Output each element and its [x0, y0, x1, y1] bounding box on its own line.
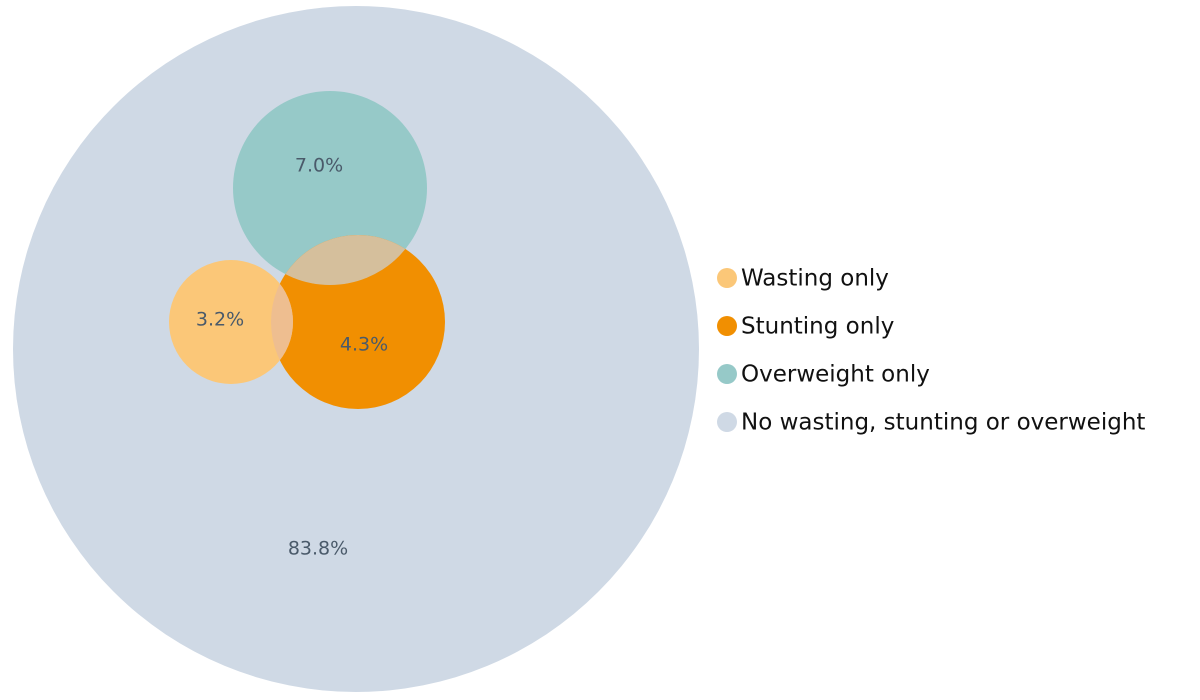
legend-marker-overweight: [717, 364, 737, 384]
legend-item-stunting: Stunting only: [717, 314, 894, 340]
legend-marker-stunting: [717, 316, 737, 336]
value-label-stunting: 4.3%: [340, 334, 388, 356]
legend-item-overweight: Overweight only: [717, 362, 930, 388]
circle-overweight: [233, 91, 427, 285]
circle-wasting: [169, 260, 293, 384]
legend-label-wasting: Wasting only: [741, 266, 889, 292]
value-labels: 83.8% 7.0% 4.3% 3.2%: [196, 155, 388, 560]
legend-label-overweight: Overweight only: [741, 362, 930, 388]
legend-item-wasting: Wasting only: [717, 266, 889, 292]
value-label-none: 83.8%: [288, 538, 348, 560]
venn-circles: [13, 6, 699, 692]
value-label-wasting: 3.2%: [196, 309, 244, 331]
value-label-overweight: 7.0%: [295, 155, 343, 177]
legend-marker-none: [717, 412, 737, 432]
legend-label-none: No wasting, stunting or overweight: [741, 410, 1145, 436]
legend-marker-wasting: [717, 268, 737, 288]
legend-label-stunting: Stunting only: [741, 314, 894, 340]
legend-item-none: No wasting, stunting or overweight: [717, 410, 1145, 436]
legend: Wasting only Stunting only Overweight on…: [717, 266, 1145, 436]
